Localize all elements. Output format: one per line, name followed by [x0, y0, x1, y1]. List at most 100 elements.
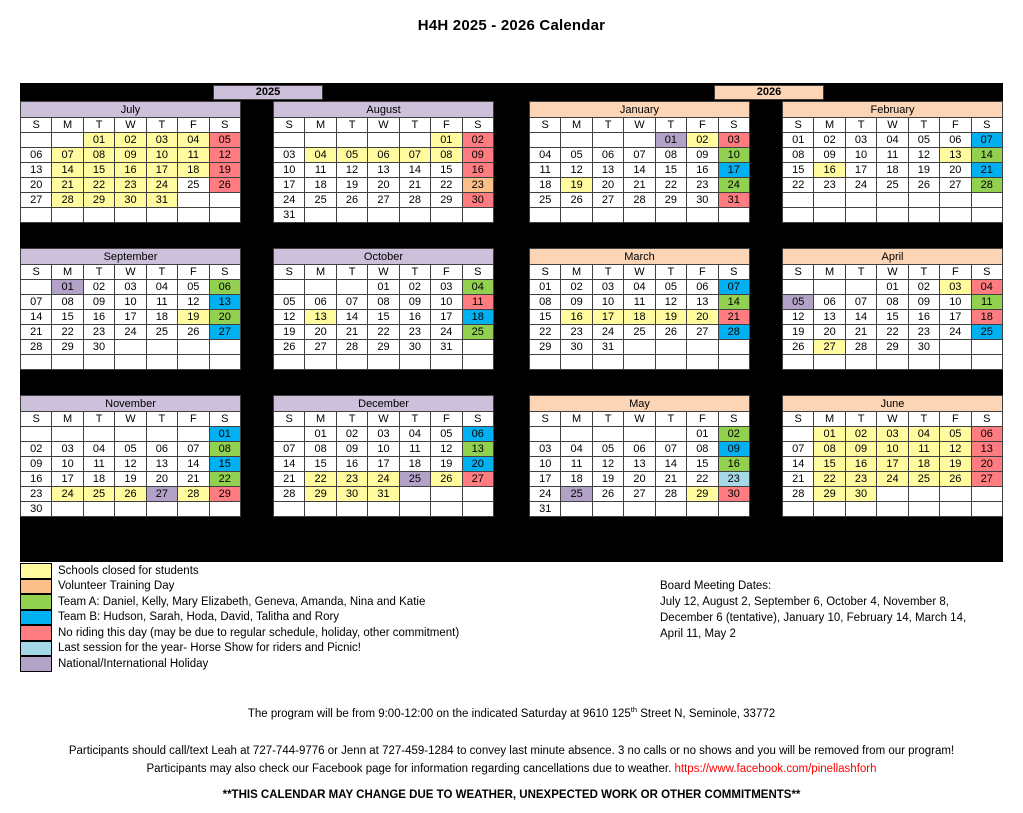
day-cell[interactable]: 18 [907, 456, 941, 472]
day-cell[interactable]: 25 [304, 192, 337, 208]
day-cell[interactable]: 17 [367, 456, 400, 472]
day-cell[interactable]: 06 [145, 441, 179, 457]
day-cell[interactable]: 29 [813, 486, 846, 502]
day-cell[interactable]: 04 [145, 279, 179, 295]
day-cell[interactable]: 08 [304, 441, 337, 457]
day-cell[interactable]: 22 [654, 177, 688, 193]
day-cell[interactable]: 29 [367, 339, 400, 355]
day-cell[interactable]: 07 [272, 441, 306, 457]
day-cell[interactable]: 02 [560, 279, 593, 295]
day-cell[interactable]: 03 [717, 132, 751, 148]
day-cell[interactable]: 19 [272, 324, 306, 340]
day-cell[interactable]: 04 [177, 132, 210, 148]
day-cell[interactable]: 06 [367, 147, 400, 163]
day-cell[interactable]: 19 [177, 309, 210, 325]
day-cell[interactable]: 26 [272, 339, 306, 355]
day-cell[interactable]: 14 [970, 147, 1004, 163]
day-cell[interactable]: 07 [717, 279, 751, 295]
day-cell[interactable]: 27 [591, 192, 625, 208]
day-cell[interactable]: 20 [591, 177, 625, 193]
day-cell[interactable]: 19 [430, 456, 463, 472]
day-cell[interactable]: 17 [272, 177, 306, 193]
day-cell[interactable]: 07 [177, 441, 210, 457]
day-cell[interactable]: 06 [304, 294, 337, 310]
day-cell[interactable]: 05 [208, 132, 242, 148]
day-cell[interactable]: 17 [591, 309, 625, 325]
day-cell[interactable]: 09 [19, 456, 53, 472]
day-cell[interactable]: 06 [461, 426, 495, 442]
day-cell[interactable]: 08 [528, 294, 562, 310]
day-cell[interactable]: 14 [51, 162, 84, 178]
day-cell[interactable]: 27 [304, 339, 337, 355]
day-cell[interactable]: 05 [272, 294, 306, 310]
day-cell[interactable]: 15 [876, 309, 909, 325]
day-cell[interactable]: 03 [114, 279, 147, 295]
day-cell[interactable]: 04 [907, 426, 941, 442]
day-cell[interactable]: 30 [560, 339, 593, 355]
day-cell[interactable]: 03 [430, 279, 463, 295]
day-cell[interactable]: 14 [335, 309, 369, 325]
day-cell[interactable]: 04 [82, 441, 116, 457]
day-cell[interactable]: 16 [717, 456, 751, 472]
day-cell[interactable]: 19 [560, 177, 593, 193]
day-cell[interactable]: 26 [335, 192, 369, 208]
day-cell[interactable]: 05 [907, 132, 941, 148]
day-cell[interactable]: 08 [876, 294, 909, 310]
day-cell[interactable]: 08 [82, 147, 116, 163]
day-cell[interactable]: 28 [19, 339, 53, 355]
day-cell[interactable]: 14 [781, 456, 815, 472]
day-cell[interactable]: 24 [876, 471, 909, 487]
day-cell[interactable]: 23 [19, 486, 53, 502]
day-cell[interactable]: 02 [461, 132, 495, 148]
day-cell[interactable]: 23 [398, 324, 432, 340]
day-cell[interactable]: 22 [813, 471, 846, 487]
day-cell[interactable]: 27 [145, 486, 179, 502]
day-cell[interactable]: 06 [813, 294, 846, 310]
day-cell[interactable]: 27 [367, 192, 400, 208]
day-cell[interactable]: 14 [177, 456, 210, 472]
day-cell[interactable]: 13 [813, 309, 846, 325]
day-cell[interactable]: 05 [654, 279, 688, 295]
day-cell[interactable]: 01 [208, 426, 242, 442]
day-cell[interactable]: 30 [686, 192, 719, 208]
day-cell[interactable]: 23 [717, 471, 751, 487]
day-cell[interactable]: 22 [528, 324, 562, 340]
day-cell[interactable]: 27 [686, 324, 719, 340]
day-cell[interactable]: 01 [813, 426, 846, 442]
day-cell[interactable]: 13 [686, 294, 719, 310]
day-cell[interactable]: 16 [114, 162, 147, 178]
day-cell[interactable]: 20 [813, 324, 846, 340]
day-cell[interactable]: 15 [528, 309, 562, 325]
day-cell[interactable]: 04 [560, 441, 593, 457]
day-cell[interactable]: 22 [367, 324, 400, 340]
day-cell[interactable]: 18 [304, 177, 337, 193]
day-cell[interactable]: 27 [623, 486, 656, 502]
day-cell[interactable]: 11 [876, 147, 909, 163]
day-cell[interactable]: 07 [19, 294, 53, 310]
day-cell[interactable]: 28 [272, 486, 306, 502]
day-cell[interactable]: 09 [844, 441, 878, 457]
day-cell[interactable]: 24 [367, 471, 400, 487]
day-cell[interactable]: 29 [654, 192, 688, 208]
day-cell[interactable]: 12 [272, 309, 306, 325]
day-cell[interactable]: 21 [19, 324, 53, 340]
day-cell[interactable]: 26 [177, 324, 210, 340]
day-cell[interactable]: 26 [114, 486, 147, 502]
day-cell[interactable]: 23 [461, 177, 495, 193]
day-cell[interactable]: 12 [591, 456, 625, 472]
day-cell[interactable]: 08 [367, 294, 400, 310]
day-cell[interactable]: 28 [717, 324, 751, 340]
day-cell[interactable]: 24 [51, 486, 84, 502]
day-cell[interactable]: 17 [939, 309, 972, 325]
day-cell[interactable]: 19 [591, 471, 625, 487]
day-cell[interactable]: 08 [654, 147, 688, 163]
day-cell[interactable]: 13 [367, 162, 400, 178]
day-cell[interactable]: 24 [430, 324, 463, 340]
day-cell[interactable]: 24 [939, 324, 972, 340]
day-cell[interactable]: 22 [876, 324, 909, 340]
day-cell[interactable]: 01 [686, 426, 719, 442]
day-cell[interactable]: 23 [686, 177, 719, 193]
day-cell[interactable]: 20 [686, 309, 719, 325]
day-cell[interactable]: 01 [367, 279, 400, 295]
day-cell[interactable]: 25 [461, 324, 495, 340]
